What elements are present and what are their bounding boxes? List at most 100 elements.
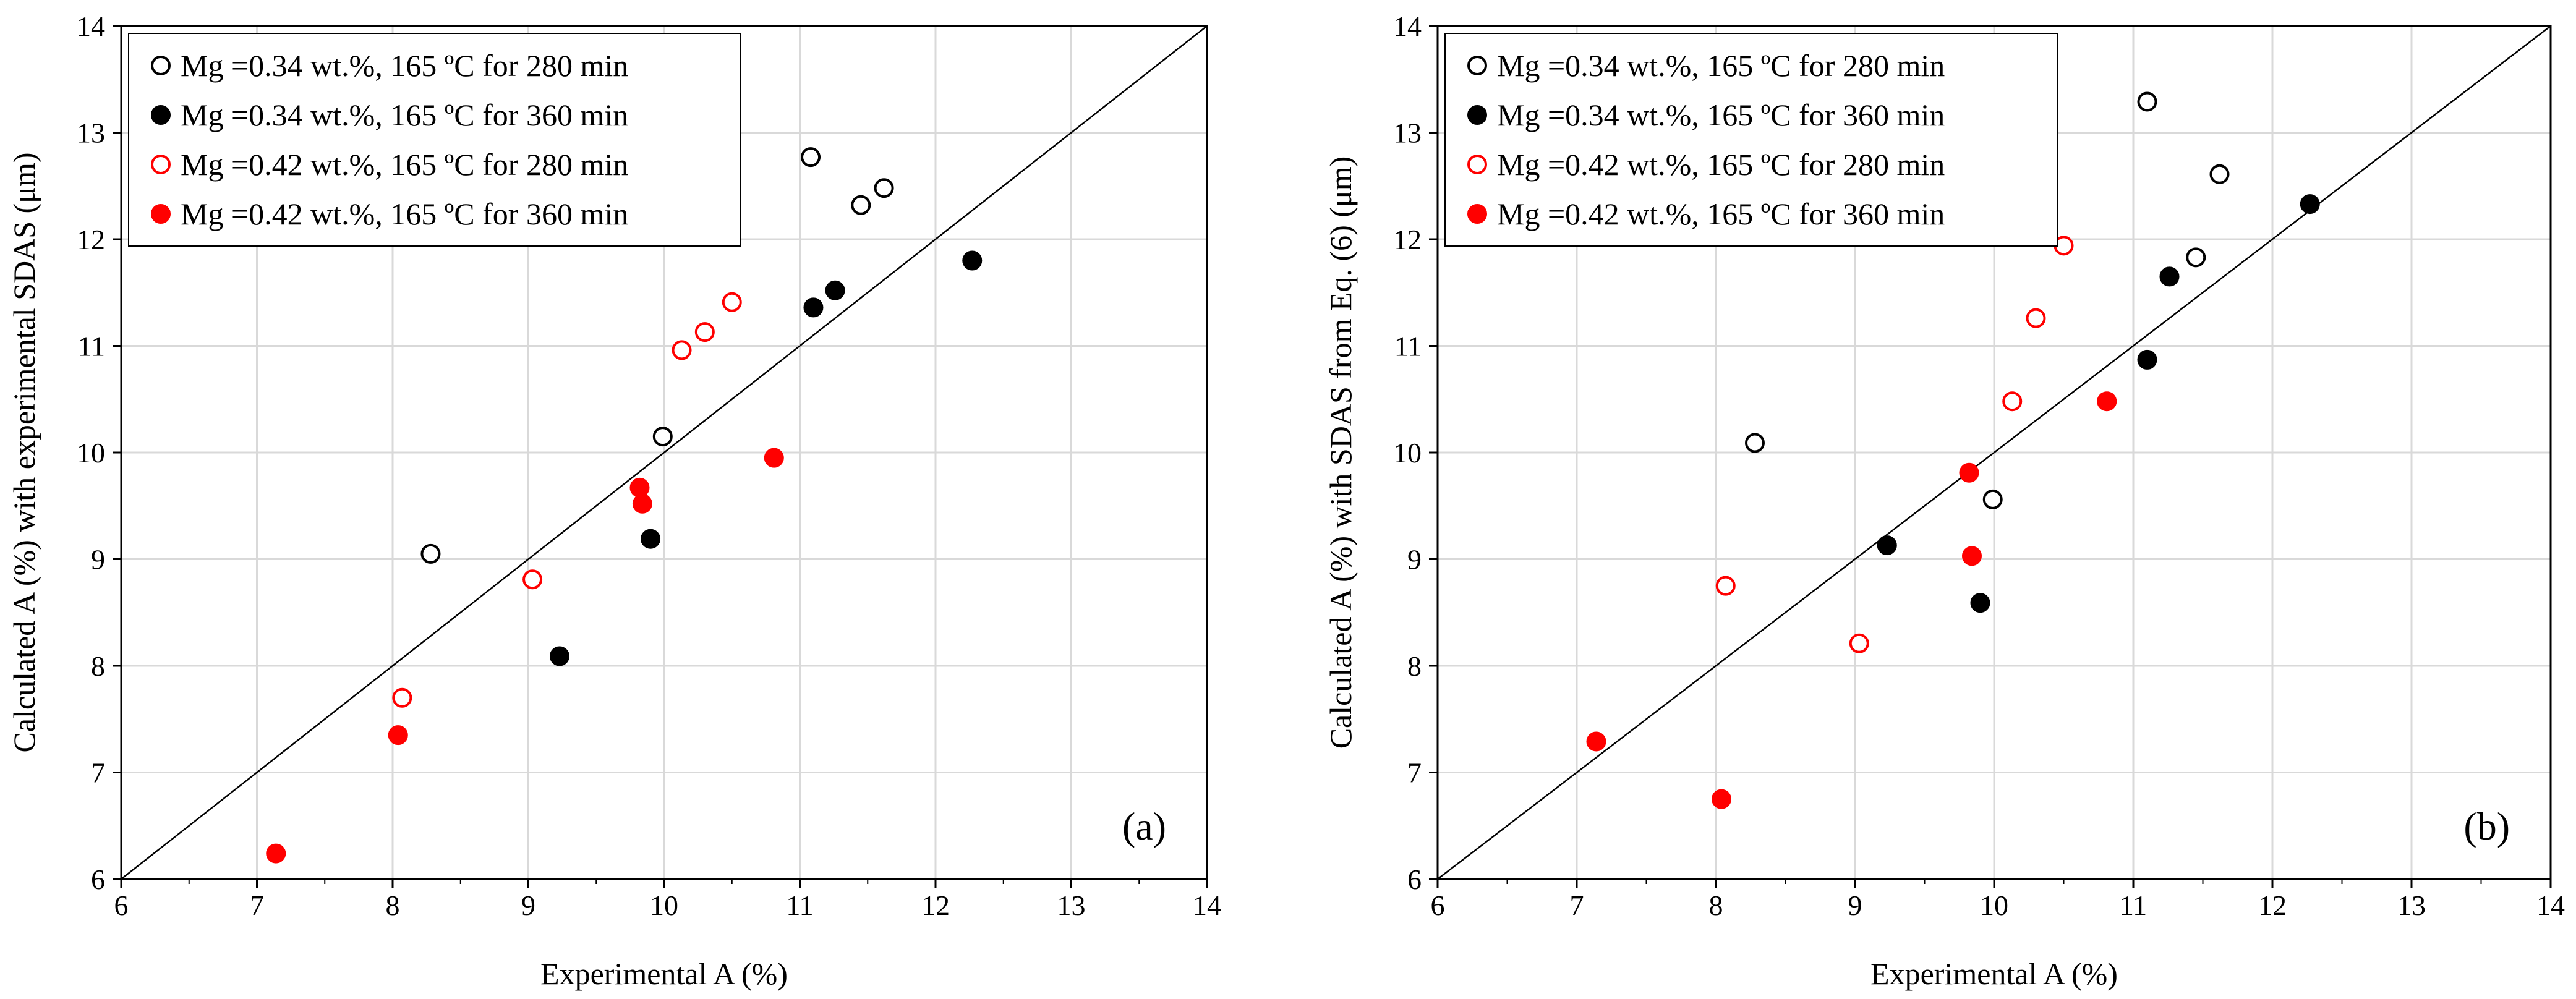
y-tick-label: 6 <box>1407 864 1422 895</box>
x-tick-label: 7 <box>1570 890 1584 921</box>
legend-marker <box>1467 155 1487 174</box>
data-point <box>1982 489 2003 509</box>
data-point <box>652 427 673 447</box>
x-tick-label: 11 <box>2120 890 2147 921</box>
data-point <box>2137 91 2157 112</box>
y-tick-label: 13 <box>1393 117 1422 149</box>
data-point <box>2186 247 2206 268</box>
x-tick-label: 9 <box>1848 890 1862 921</box>
data-point <box>641 529 661 549</box>
series-2 <box>549 250 983 666</box>
y-tick-label: 12 <box>77 224 105 255</box>
legend-label: Mg =0.42 wt.%, 165 ºC for 280 min <box>1497 147 1945 182</box>
legend-label: Mg =0.42 wt.%, 165 ºC for 360 min <box>181 197 628 231</box>
data-point <box>2300 194 2320 215</box>
data-point <box>2026 308 2046 328</box>
legend-marker <box>151 56 171 75</box>
data-point <box>2002 391 2023 412</box>
y-tick-label: 10 <box>77 437 105 469</box>
y-tick-label: 14 <box>77 11 105 42</box>
data-point <box>266 843 286 864</box>
data-point <box>2159 266 2180 287</box>
data-point <box>803 297 824 318</box>
x-tick-label: 8 <box>1709 890 1723 921</box>
data-point <box>1712 789 1731 809</box>
y-tick-label: 10 <box>1393 437 1422 469</box>
data-point <box>962 250 983 271</box>
y-tick-label: 12 <box>1393 224 1422 255</box>
panel-b: 6 7 8 9 10 11 12 13 14 6 7 8 9 10 11 12 13 14 Experimental… <box>1323 11 2565 991</box>
y-tick-label: 11 <box>1394 331 1422 362</box>
x-axis-title: Experimental A (%) <box>1870 956 2118 991</box>
data-point <box>549 646 569 666</box>
data-point <box>801 147 821 168</box>
data-point <box>1849 633 1869 653</box>
series-4 <box>266 448 784 864</box>
data-point <box>2097 391 2117 412</box>
panel-a: 6 7 8 9 10 11 12 13 14 6 7 8 9 10 11 12 13 14 Experimental… <box>7 11 1221 991</box>
data-point <box>764 448 784 468</box>
data-point <box>722 292 742 312</box>
y-tick-label: 7 <box>91 757 105 789</box>
y-tick-label: 8 <box>1407 650 1422 682</box>
legend-marker <box>151 204 171 224</box>
data-point <box>1959 462 1979 483</box>
data-point <box>632 493 652 514</box>
legend-marker <box>1467 56 1487 75</box>
y-tick-label: 9 <box>1407 544 1422 576</box>
legend-box <box>128 33 741 247</box>
panel-label: (b) <box>2463 804 2510 848</box>
x-tick-label: 8 <box>386 890 400 921</box>
y-tick-label: 7 <box>1407 757 1422 789</box>
x-tick-label: 12 <box>921 890 950 921</box>
data-point <box>1962 546 1982 566</box>
data-point <box>1586 731 1606 752</box>
data-point <box>420 543 441 564</box>
data-point <box>1970 593 1990 613</box>
series-3 <box>392 292 742 708</box>
legend-label: Mg =0.34 wt.%, 165 ºC for 280 min <box>1497 48 1945 83</box>
reference-line <box>1438 26 2551 879</box>
x-tick-label: 10 <box>650 890 678 921</box>
y-tick-label: 6 <box>91 864 105 895</box>
series-1 <box>1745 91 2230 509</box>
legend: Mg =0.34 wt.%, 165 ºC for 280 min Mg =0.3… <box>128 33 741 247</box>
x-tick-label: 6 <box>114 890 129 921</box>
y-tick-label: 8 <box>91 650 105 682</box>
x-tick-label: 14 <box>2536 890 2565 921</box>
data-point <box>1715 576 1736 596</box>
x-tick-label: 13 <box>1057 890 1086 921</box>
reference-line <box>121 26 1207 879</box>
legend-label: Mg =0.34 wt.%, 165 ºC for 360 min <box>181 98 628 132</box>
x-axis-title: Experimental A (%) <box>540 956 788 991</box>
x-tick-label: 11 <box>786 890 813 921</box>
legend-box <box>1444 33 2058 247</box>
legend-label: Mg =0.34 wt.%, 165 ºC for 280 min <box>181 48 628 83</box>
data-point <box>2209 164 2230 184</box>
legend-label: Mg =0.34 wt.%, 165 ºC for 360 min <box>1497 98 1945 132</box>
y-axis-title: Calculated A (%) with SDAS from Eq. (6) … <box>1323 156 1358 749</box>
y-tick-label: 11 <box>78 331 105 362</box>
panel-label: (a) <box>1122 804 1166 848</box>
series-3 <box>1715 236 2074 653</box>
data-point <box>629 477 650 498</box>
data-point <box>388 725 408 746</box>
data-point <box>522 569 543 590</box>
data-point <box>825 280 845 300</box>
y-tick-label: 13 <box>77 117 105 149</box>
y-tick-label: 14 <box>1393 11 1422 42</box>
x-tick-label: 10 <box>1980 890 2008 921</box>
legend: Mg =0.34 wt.%, 165 ºC for 280 min Mg =0.3… <box>1444 33 2058 247</box>
x-tick-label: 7 <box>250 890 264 921</box>
data-point <box>694 322 715 342</box>
x-tick-label: 6 <box>1431 890 1445 921</box>
x-tick-label: 13 <box>2397 890 2426 921</box>
series-1 <box>420 147 894 564</box>
data-point <box>392 687 412 708</box>
legend-label: Mg =0.42 wt.%, 165 ºC for 280 min <box>181 147 628 182</box>
data-point <box>2137 349 2157 370</box>
data-point <box>672 340 692 360</box>
series-4 <box>1586 391 2117 809</box>
legend-label: Mg =0.42 wt.%, 165 ºC for 360 min <box>1497 197 1945 231</box>
